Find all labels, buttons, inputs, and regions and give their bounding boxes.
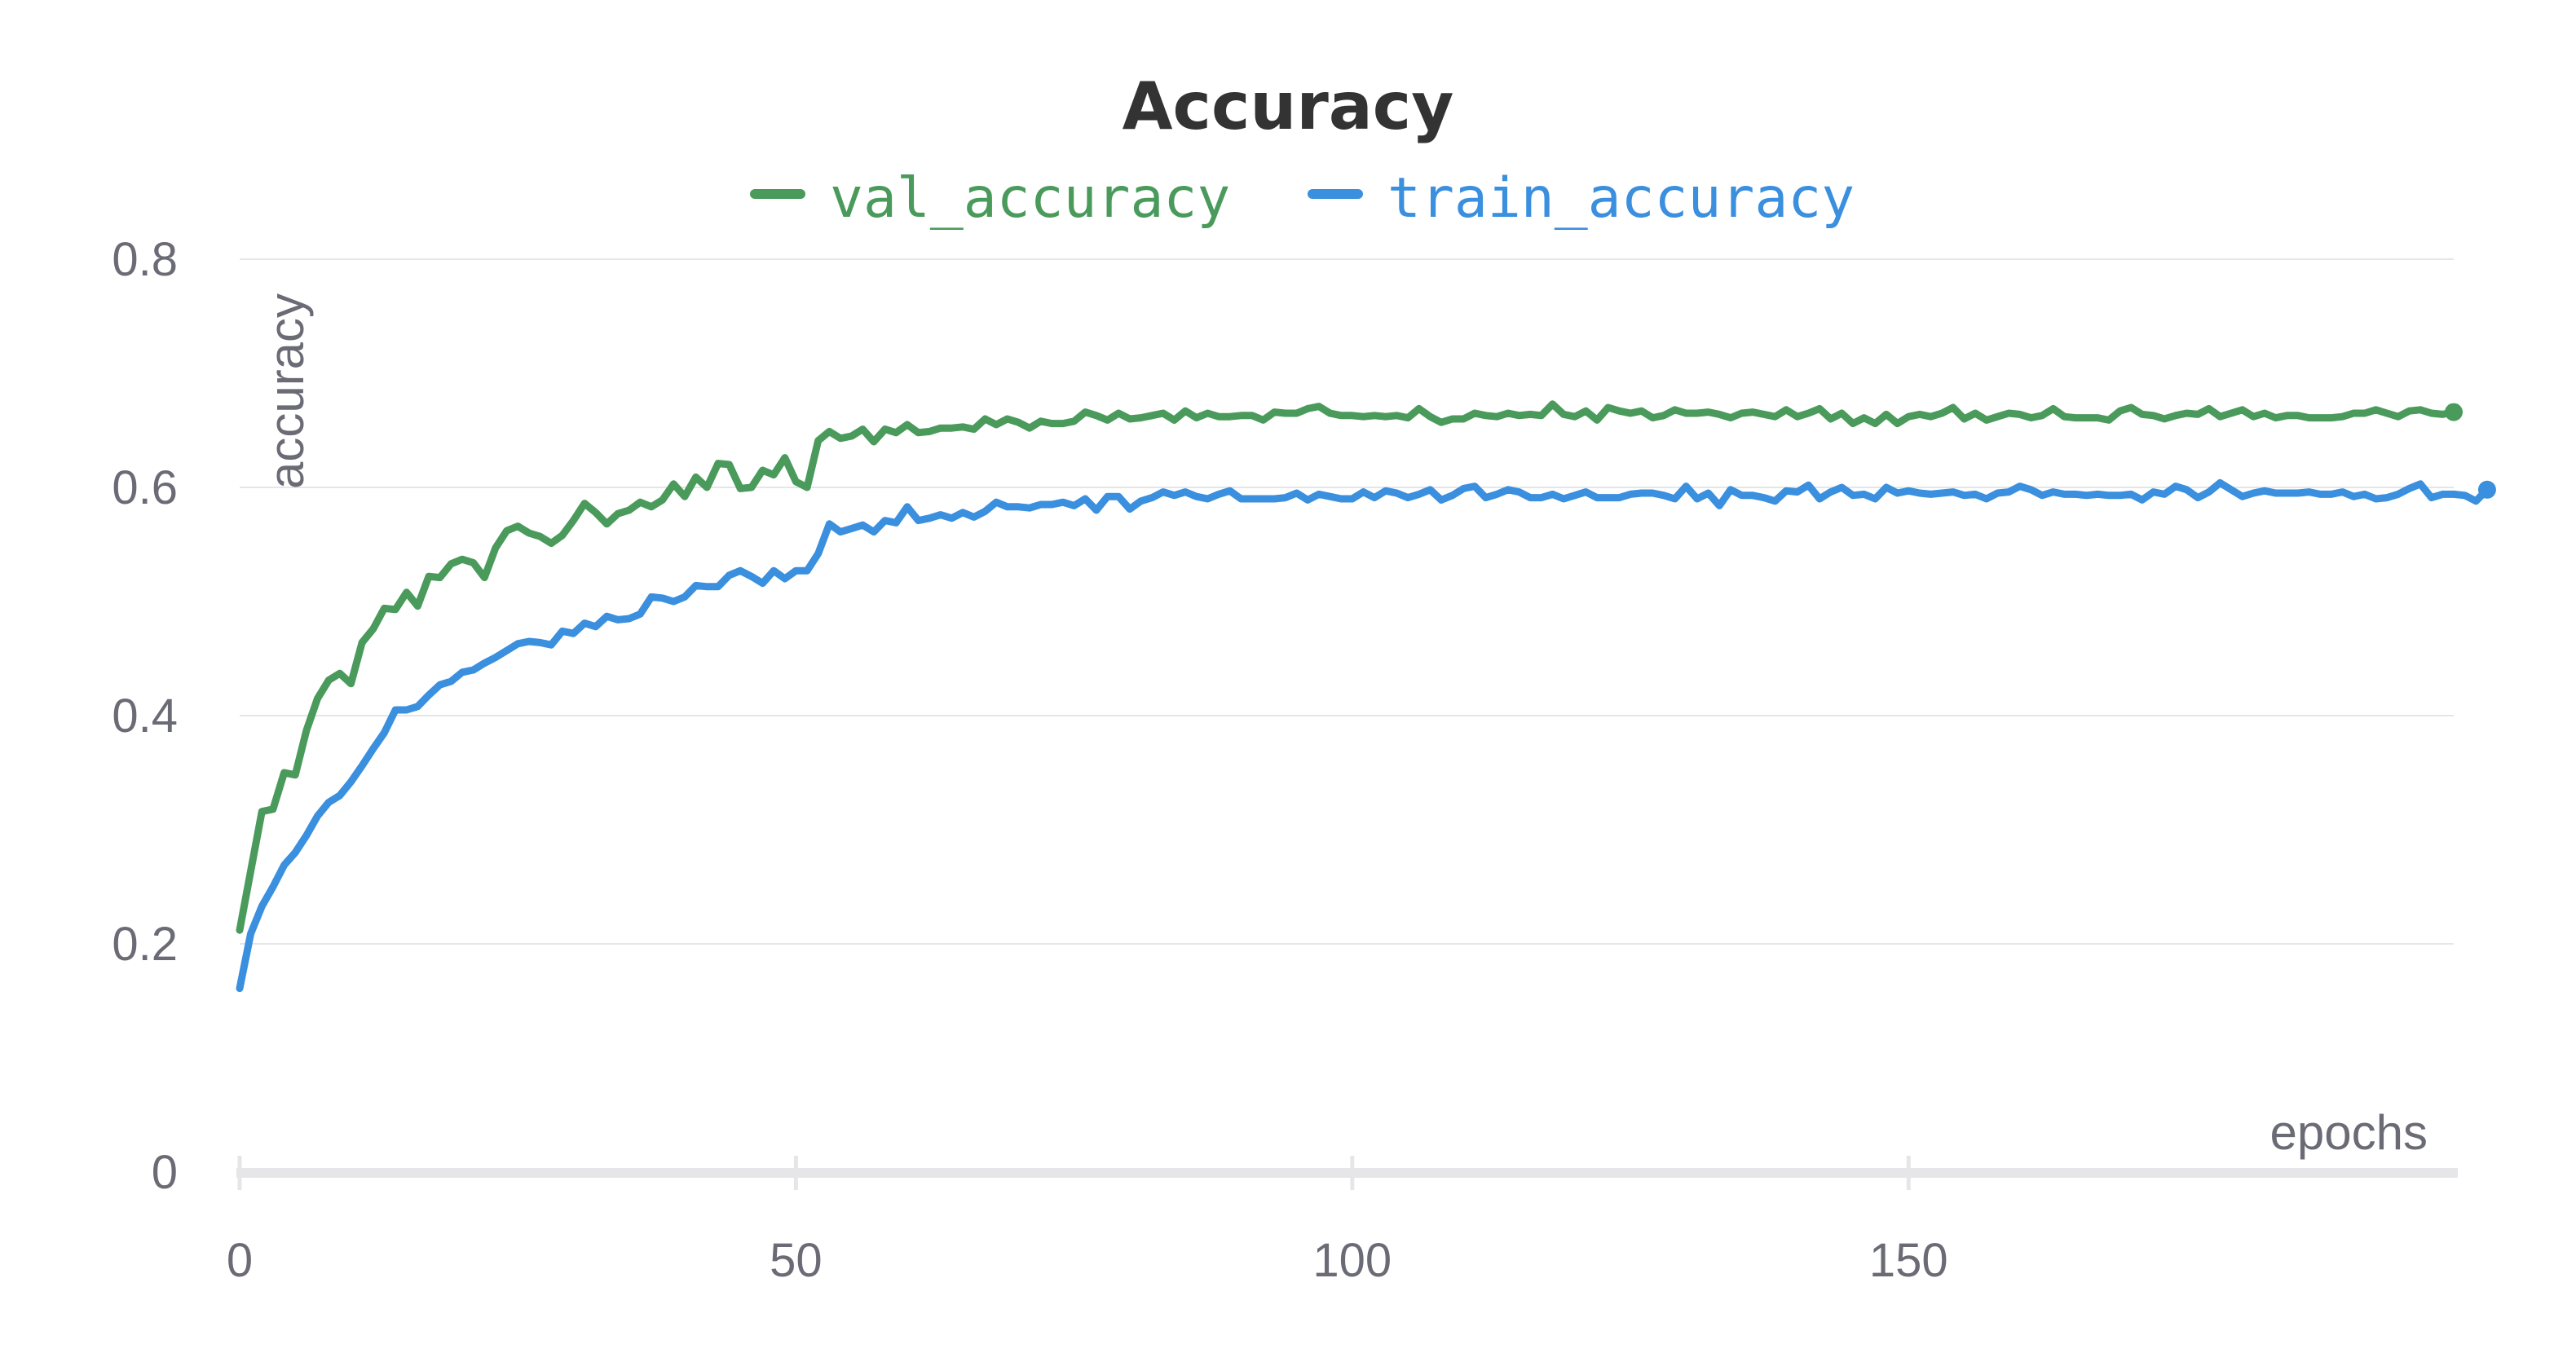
- y-tick-label: 0.8: [112, 233, 178, 286]
- legend-item-train-accuracy[interactable]: train_accuracy: [1308, 166, 1855, 231]
- y-tick-label: 0.4: [112, 690, 178, 743]
- series-endpoint-val-accuracy[interactable]: [2445, 403, 2463, 421]
- x-tick-label: 0: [227, 1234, 253, 1287]
- legend-swatch-train-accuracy: [1308, 189, 1363, 199]
- legend-label-train-accuracy: train_accuracy: [1387, 166, 1855, 231]
- x-tick-label: 50: [770, 1234, 823, 1287]
- grid-lines: [240, 258, 2454, 945]
- chart-title: Accuracy: [1123, 68, 1454, 144]
- x-axis-label: epochs: [2270, 1105, 2428, 1160]
- legend: val_accuracy train_accuracy: [750, 166, 1855, 231]
- y-axis-ticks: 0 0.2 0.4 0.6 0.8: [112, 233, 178, 1199]
- y-tick-label: 0.6: [112, 461, 178, 514]
- series-layer: [236, 400, 2496, 993]
- series-line-val-accuracy[interactable]: [236, 400, 2458, 934]
- y-tick-label: 0: [152, 1146, 178, 1199]
- y-tick-label: 0.2: [112, 918, 178, 971]
- series-line-train-accuracy[interactable]: [236, 478, 2491, 993]
- x-axis-ticks: 0 50 100 150: [227, 1156, 1948, 1287]
- series-endpoint-train-accuracy[interactable]: [2477, 480, 2496, 499]
- x-tick-label: 100: [1312, 1234, 1392, 1287]
- x-axis-line: [236, 1168, 2458, 1178]
- x-tick-label: 150: [1869, 1234, 1948, 1287]
- legend-swatch-val-accuracy: [750, 189, 805, 199]
- legend-label-val-accuracy: val_accuracy: [830, 166, 1230, 231]
- y-axis-label: accuracy: [259, 293, 314, 489]
- legend-item-val-accuracy[interactable]: val_accuracy: [750, 166, 1230, 231]
